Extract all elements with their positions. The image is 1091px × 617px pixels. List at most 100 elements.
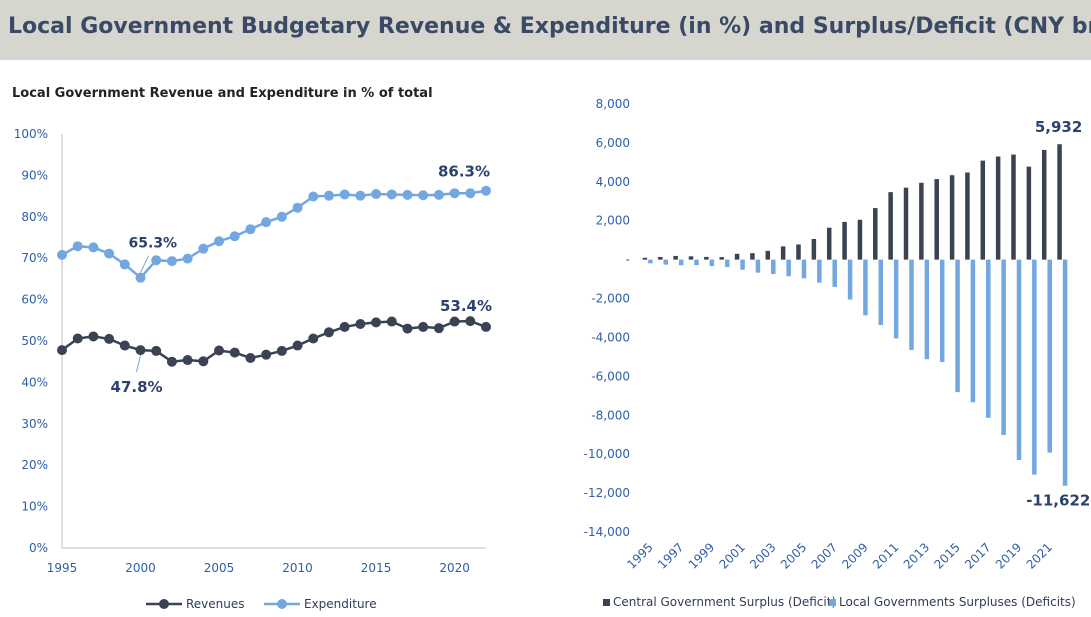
data-point-revenues <box>433 323 444 334</box>
data-point-revenues <box>402 323 413 334</box>
bar-local-governments <box>1047 259 1052 453</box>
data-point-expenditure <box>119 259 130 270</box>
data-point-revenues <box>418 321 429 332</box>
bar-local-governments <box>755 259 761 273</box>
bar-local-governments <box>678 259 684 266</box>
data-point-expenditure <box>355 190 366 201</box>
bar-local-governments <box>955 259 960 393</box>
series-line-revenues <box>61 319 487 363</box>
bar-local-governments <box>970 259 976 403</box>
right-x-tick-label: 2001 <box>716 540 747 571</box>
bar-central-government <box>919 182 924 260</box>
right-x-tick-label: 2003 <box>747 540 778 571</box>
annotation-label: -11,622 <box>1026 492 1090 510</box>
right-x-tick-label: 2019 <box>993 540 1024 571</box>
left-x-tick-label: 2020 <box>439 561 470 575</box>
annotation-label: 86.3% <box>438 163 490 181</box>
data-point-revenues <box>135 345 146 356</box>
left-y-tick-label: 20% <box>21 458 48 472</box>
right-y-tick-label: -10,000 <box>584 447 630 461</box>
data-point-expenditure <box>135 272 146 283</box>
bar-local-governments <box>663 259 669 265</box>
bar-local-governments <box>786 259 791 277</box>
data-point-revenues <box>261 349 272 360</box>
left-x-tick-label: 2010 <box>282 561 313 575</box>
left-chart-title: Local Government Revenue and Expenditure… <box>12 86 433 101</box>
data-point-expenditure <box>198 243 209 254</box>
legend-point-marker <box>159 599 169 609</box>
data-point-expenditure <box>371 189 382 200</box>
data-point-revenues <box>198 356 209 367</box>
series-line-expenditure <box>61 189 487 280</box>
left-y-tick-label: 0% <box>29 541 48 555</box>
data-point-expenditure <box>433 189 444 200</box>
data-point-revenues <box>151 345 162 356</box>
right-y-tick-label: 6,000 <box>596 136 630 150</box>
data-point-expenditure <box>214 236 225 247</box>
left-y-tick-label: 40% <box>21 375 48 389</box>
right-y-tick-label: -4,000 <box>591 330 630 344</box>
annotation-label: 47.8% <box>111 378 163 396</box>
legend-label: Expenditure <box>304 597 377 611</box>
bar-local-governments <box>1062 259 1068 486</box>
bar-central-government <box>1057 144 1062 260</box>
bar-central-government <box>642 257 648 260</box>
annotation-label: 5,932 <box>1035 118 1082 136</box>
right-x-tick-label: 1995 <box>624 540 655 571</box>
bar-local-governments <box>1016 259 1022 461</box>
bar-local-governments <box>909 259 914 350</box>
left-y-tick-label: 60% <box>21 293 48 307</box>
data-point-expenditure <box>229 231 240 242</box>
bar-central-government <box>796 244 801 260</box>
data-point-revenues <box>57 345 67 356</box>
data-point-revenues <box>308 333 319 344</box>
data-point-expenditure <box>481 185 491 196</box>
legend-swatch-central <box>603 599 610 606</box>
bar-central-government <box>842 221 847 260</box>
left-y-tick-label: 100% <box>14 127 48 141</box>
bar-central-government <box>1011 154 1016 260</box>
bar-central-government <box>811 239 817 260</box>
bar-central-government <box>873 208 878 260</box>
bar-central-government <box>673 255 678 260</box>
bar-local-governments <box>740 259 745 270</box>
right-x-tick-label: 1997 <box>655 540 686 571</box>
annotation-label: 65.3% <box>129 236 178 252</box>
right-x-tick-label: 2007 <box>809 540 840 571</box>
data-point-expenditure <box>323 190 334 201</box>
bar-central-government <box>934 179 939 260</box>
bar-central-government <box>1041 149 1047 260</box>
data-point-expenditure <box>88 242 99 253</box>
bar-central-government <box>857 219 863 260</box>
right-y-tick-label: - <box>626 253 630 267</box>
data-point-revenues <box>481 321 491 332</box>
data-point-expenditure <box>151 255 162 266</box>
data-point-expenditure <box>465 188 476 199</box>
left-y-tick-label: 80% <box>21 210 48 224</box>
legend-label: Local Governments Surpluses (Deficits) <box>839 595 1076 609</box>
data-point-revenues <box>245 352 256 363</box>
right-x-tick-label: 2013 <box>901 540 932 571</box>
right-y-tick-label: -6,000 <box>591 369 630 383</box>
bar-local-governments <box>924 259 930 360</box>
bar-central-government <box>734 253 740 260</box>
bar-local-governments <box>817 259 822 283</box>
data-point-revenues <box>119 340 130 351</box>
right-x-tick-label: 2015 <box>931 540 962 571</box>
right-y-tick-label: 8,000 <box>596 97 630 111</box>
right-x-tick-label: 2017 <box>962 540 993 571</box>
left-y-tick-label: 70% <box>21 251 48 265</box>
page-title: Local Government Budgetary Revenue & Exp… <box>8 14 1091 39</box>
right-y-tick-label: -8,000 <box>591 408 630 422</box>
bar-central-government <box>780 246 786 260</box>
data-point-expenditure <box>418 190 429 201</box>
bar-local-governments <box>863 259 868 316</box>
data-point-revenues <box>449 316 460 327</box>
left-y-tick-label: 50% <box>21 334 48 348</box>
data-point-revenues <box>323 327 334 338</box>
annotation-leader <box>140 255 149 273</box>
right-x-tick-label: 1999 <box>686 540 717 571</box>
bar-local-governments <box>1032 259 1037 475</box>
bar-local-governments <box>709 259 715 267</box>
